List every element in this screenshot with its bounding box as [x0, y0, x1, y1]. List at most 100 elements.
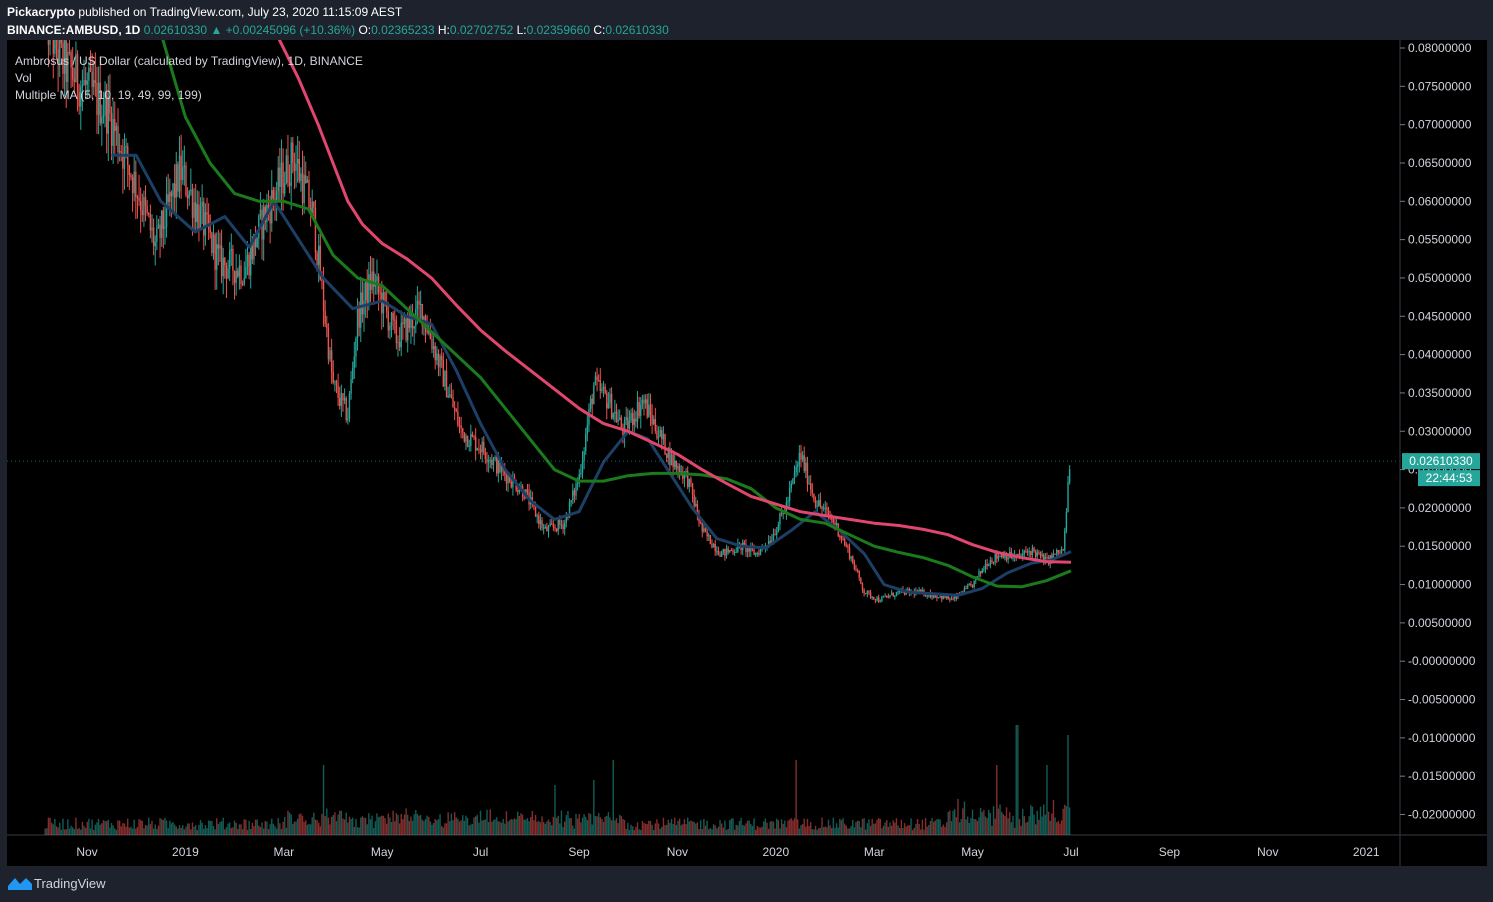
- volume-bar: [1030, 805, 1032, 835]
- author-name[interactable]: Pickacrypto: [7, 5, 76, 19]
- volume-bar: [403, 814, 406, 835]
- candle-body: [708, 535, 710, 537]
- candle-body: [217, 244, 220, 249]
- ma-blue-line[interactable]: [111, 153, 1072, 597]
- candle-body: [586, 424, 589, 435]
- candle-body: [771, 540, 773, 544]
- volume-bar: [803, 818, 805, 835]
- candle-body: [633, 418, 635, 425]
- candle-body: [970, 584, 972, 586]
- volume-bar: [763, 821, 765, 835]
- candle-body: [984, 563, 987, 570]
- candle-body: [665, 454, 668, 458]
- volume-bar: [481, 820, 483, 835]
- candle-body: [589, 398, 592, 409]
- volume-bar: [339, 810, 341, 835]
- volume-bar: [677, 820, 679, 835]
- tradingview-logo-icon[interactable]: [8, 876, 32, 890]
- candle-body: [638, 402, 640, 417]
- candle-body: [317, 245, 320, 265]
- volume-bar: [373, 828, 375, 835]
- candle-body: [471, 434, 474, 437]
- volume-bar: [777, 820, 780, 835]
- candle-body: [806, 462, 809, 485]
- candle-body: [539, 520, 542, 525]
- volume-bar: [1028, 816, 1030, 835]
- volume-bar: [813, 829, 815, 835]
- candle-body: [190, 189, 192, 192]
- candle-body: [1028, 551, 1030, 553]
- volume-bar: [274, 826, 276, 835]
- volume-bar: [842, 818, 844, 835]
- volume-bar: [654, 823, 657, 835]
- volume-bar: [949, 810, 951, 835]
- volume-bar: [345, 812, 347, 835]
- ma-pink-line[interactable]: [277, 40, 1072, 564]
- legend-moving-averages[interactable]: Multiple MA (5, 10, 19, 49, 99, 199): [15, 88, 202, 102]
- volume-bar: [996, 765, 998, 835]
- candle-body: [321, 279, 323, 282]
- volume-bar: [515, 819, 517, 835]
- candle-body: [107, 97, 109, 134]
- candle-body: [685, 471, 687, 473]
- volume-bar: [120, 826, 122, 835]
- volume-bar: [245, 819, 247, 835]
- volume-bar: [326, 808, 328, 835]
- candle-body: [371, 271, 373, 290]
- volume-bar: [232, 827, 234, 835]
- candle-body: [777, 524, 780, 532]
- candle-body: [214, 234, 216, 270]
- candle-body: [178, 155, 181, 192]
- volume-bar: [887, 826, 890, 835]
- candle-body: [926, 595, 928, 597]
- volume-bar: [173, 824, 176, 835]
- candle-body: [241, 284, 244, 286]
- volume-bar: [118, 820, 121, 835]
- candle-body: [920, 589, 922, 592]
- candle-body: [555, 528, 558, 531]
- candle-body: [840, 536, 843, 539]
- volume-bar: [941, 826, 943, 835]
- candle-body: [80, 86, 82, 107]
- candle-body: [169, 192, 171, 203]
- volume-bar: [1057, 820, 1060, 835]
- candle-body: [368, 274, 370, 304]
- candle-body: [429, 330, 432, 340]
- candle-body: [322, 281, 325, 311]
- volume-bar: [105, 821, 108, 835]
- volume-bar: [1002, 814, 1004, 835]
- volume-bar: [340, 810, 343, 835]
- candle-body: [963, 587, 966, 595]
- footer: TradingView: [0, 866, 1493, 902]
- candle-body: [146, 205, 148, 213]
- volume-bar: [52, 824, 54, 835]
- volume-bar: [999, 804, 1001, 835]
- candle-body: [1031, 547, 1034, 555]
- volume-bar: [421, 819, 423, 835]
- symbol-label[interactable]: BINANCE:AMBUSD, 1D: [7, 23, 141, 37]
- tradingview-brand[interactable]: TradingView: [34, 876, 106, 891]
- candle-body: [379, 292, 381, 294]
- open-label: O:: [358, 23, 372, 37]
- volume-bar: [337, 814, 339, 835]
- volume-bar: [1049, 820, 1051, 835]
- volume-bar: [114, 828, 116, 835]
- candle-body: [787, 500, 789, 503]
- candle-body: [122, 152, 124, 169]
- volume-bar: [931, 817, 933, 835]
- volume-bar: [894, 822, 896, 835]
- candles-group: [44, 40, 1072, 835]
- candle-body: [91, 71, 93, 88]
- ma-green-line[interactable]: [136, 40, 1072, 589]
- volume-bar: [567, 811, 569, 835]
- candle-body: [866, 591, 869, 595]
- volume-bar: [916, 819, 919, 835]
- legend-volume[interactable]: Vol: [15, 71, 32, 85]
- price-chart[interactable]: 0.08000000 0.07500000 0.07000000 0.06500000…: [7, 40, 1487, 866]
- volume-bar: [712, 824, 715, 835]
- candle-body: [256, 238, 258, 248]
- volume-bar: [924, 817, 927, 835]
- legend-title[interactable]: Ambrosus / US Dollar (calculated by Trad…: [15, 54, 363, 68]
- volume-bar: [1044, 814, 1047, 835]
- volume-bar: [720, 823, 723, 835]
